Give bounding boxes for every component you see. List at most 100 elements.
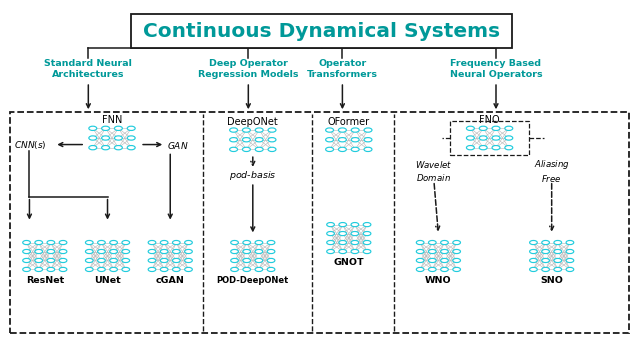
Circle shape [417,240,424,245]
Circle shape [541,249,550,254]
Circle shape [268,128,276,132]
Text: $\mathit{Aliasing}$
$\mathit{Free}$: $\mathit{Aliasing}$ $\mathit{Free}$ [534,158,570,185]
Circle shape [122,267,130,272]
Circle shape [505,146,513,150]
Circle shape [364,240,371,245]
Circle shape [122,249,130,254]
Circle shape [115,136,122,140]
Circle shape [231,267,239,272]
Circle shape [364,128,372,132]
Circle shape [541,267,550,272]
Circle shape [541,258,550,263]
Circle shape [243,240,251,245]
Circle shape [467,136,474,140]
Text: OFormer: OFormer [328,117,370,127]
Circle shape [326,147,333,151]
Circle shape [566,240,574,245]
Circle shape [339,138,346,142]
FancyBboxPatch shape [131,14,512,48]
Circle shape [47,258,55,263]
Circle shape [453,240,461,245]
Circle shape [47,249,55,254]
Circle shape [255,267,262,272]
Circle shape [339,223,347,227]
Circle shape [35,240,42,245]
Circle shape [529,258,538,263]
Circle shape [89,126,97,130]
Circle shape [566,249,574,254]
Circle shape [243,258,251,263]
Circle shape [351,128,359,132]
Circle shape [339,249,347,254]
Circle shape [243,138,250,142]
Circle shape [160,267,168,272]
Circle shape [115,126,122,130]
Circle shape [59,249,67,254]
Circle shape [441,267,449,272]
Circle shape [417,267,424,272]
Circle shape [441,240,449,245]
Circle shape [148,249,156,254]
Circle shape [47,240,55,245]
Circle shape [255,249,262,254]
Circle shape [554,240,562,245]
Circle shape [327,223,335,227]
Circle shape [35,267,42,272]
Circle shape [255,147,263,151]
Circle shape [89,146,97,150]
Circle shape [230,128,237,132]
Circle shape [327,240,335,245]
Circle shape [505,126,513,130]
Text: GNOT: GNOT [333,258,364,267]
Text: Deep Operator
Regression Models: Deep Operator Regression Models [198,59,299,79]
Circle shape [160,240,168,245]
Circle shape [268,240,275,245]
Text: ResNet: ResNet [26,276,64,285]
Circle shape [492,126,500,130]
Circle shape [255,128,263,132]
Circle shape [255,138,263,142]
Circle shape [429,240,436,245]
Circle shape [230,138,237,142]
Circle shape [351,240,359,245]
Circle shape [184,258,192,263]
Text: WNO: WNO [425,276,452,285]
Circle shape [35,258,42,263]
Circle shape [417,258,424,263]
Text: $\mathit{GAN}$: $\mathit{GAN}$ [167,140,189,151]
Circle shape [327,231,335,236]
Circle shape [59,258,67,263]
Circle shape [429,249,436,254]
Circle shape [554,267,562,272]
Circle shape [173,240,180,245]
Circle shape [23,258,31,263]
Circle shape [417,249,424,254]
Circle shape [339,128,346,132]
Circle shape [184,249,192,254]
Circle shape [102,136,109,140]
Circle shape [231,258,239,263]
Circle shape [86,240,93,245]
Circle shape [173,249,180,254]
Circle shape [97,258,105,263]
Circle shape [110,249,118,254]
Circle shape [453,249,461,254]
Circle shape [148,240,156,245]
Circle shape [364,138,372,142]
Circle shape [339,147,346,151]
Circle shape [59,267,67,272]
Circle shape [243,128,250,132]
Circle shape [255,240,262,245]
Circle shape [148,267,156,272]
Circle shape [479,136,487,140]
Text: SNO: SNO [540,276,563,285]
Circle shape [97,240,105,245]
Text: UNet: UNet [94,276,121,285]
Circle shape [453,258,461,263]
Circle shape [86,249,93,254]
Circle shape [479,126,487,130]
Circle shape [326,138,333,142]
Text: $\mathit{Wavelet}$
$\mathit{Domain}$: $\mathit{Wavelet}$ $\mathit{Domain}$ [415,159,452,184]
Circle shape [467,126,474,130]
Circle shape [59,240,67,245]
